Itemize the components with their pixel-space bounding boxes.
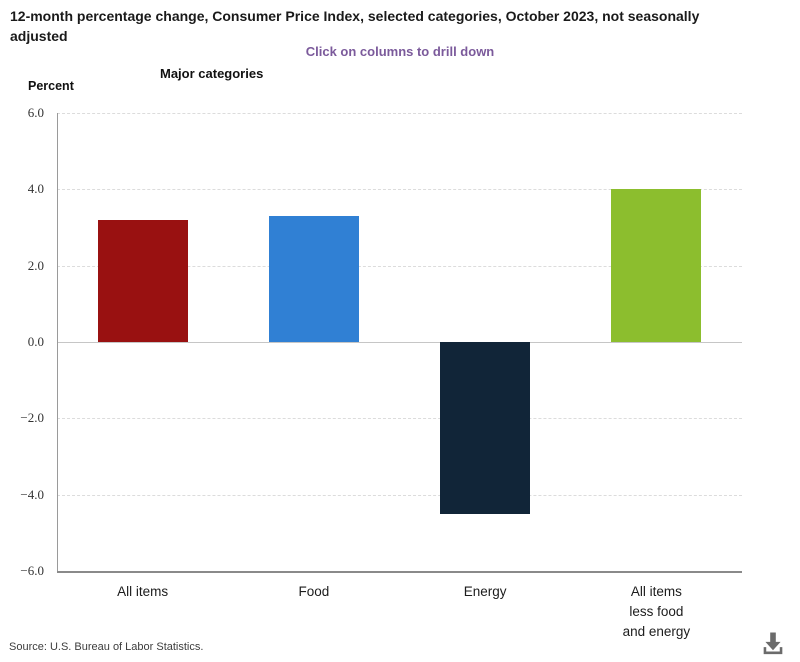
drilldown-hint: Click on columns to drill down [305, 44, 495, 59]
y-tick-label: −4.0 [20, 486, 44, 502]
source-note: Source: U.S. Bureau of Labor Statistics. [9, 641, 204, 653]
y-tick-label: 2.0 [27, 257, 44, 273]
y-tick-label: −6.0 [20, 563, 44, 578]
y-tick-label: 6.0 [27, 105, 44, 120]
x-category-label: All items [117, 584, 169, 599]
download-button[interactable] [754, 626, 792, 660]
gridline [57, 113, 742, 114]
gridline [57, 189, 742, 191]
x-category-label: All items less food and energy [622, 584, 691, 639]
gridline [57, 494, 742, 496]
download-icon [758, 629, 788, 657]
chart-title: 12-month percentage change, Consumer Pri… [10, 8, 700, 44]
x-category-label: Food [298, 584, 330, 599]
y-tick-label: 4.0 [27, 181, 44, 197]
zero-line [57, 342, 742, 343]
y-axis-unit-label: Percent [28, 79, 74, 93]
x-axis-line [57, 571, 742, 573]
y-tick-label: −2.0 [20, 410, 44, 426]
bar-all-items-less-food-and-energy[interactable] [611, 189, 702, 342]
gridline [57, 418, 742, 420]
y-axis-line [57, 113, 58, 571]
gridline [57, 265, 742, 267]
x-category-label: Energy [463, 584, 507, 599]
bar-food[interactable] [268, 216, 359, 342]
y-tick-label: 0.0 [27, 334, 44, 349]
bar-energy[interactable] [440, 342, 531, 514]
bar-all-items[interactable] [97, 219, 188, 342]
x-axis-group-label: Major categories [160, 66, 264, 81]
